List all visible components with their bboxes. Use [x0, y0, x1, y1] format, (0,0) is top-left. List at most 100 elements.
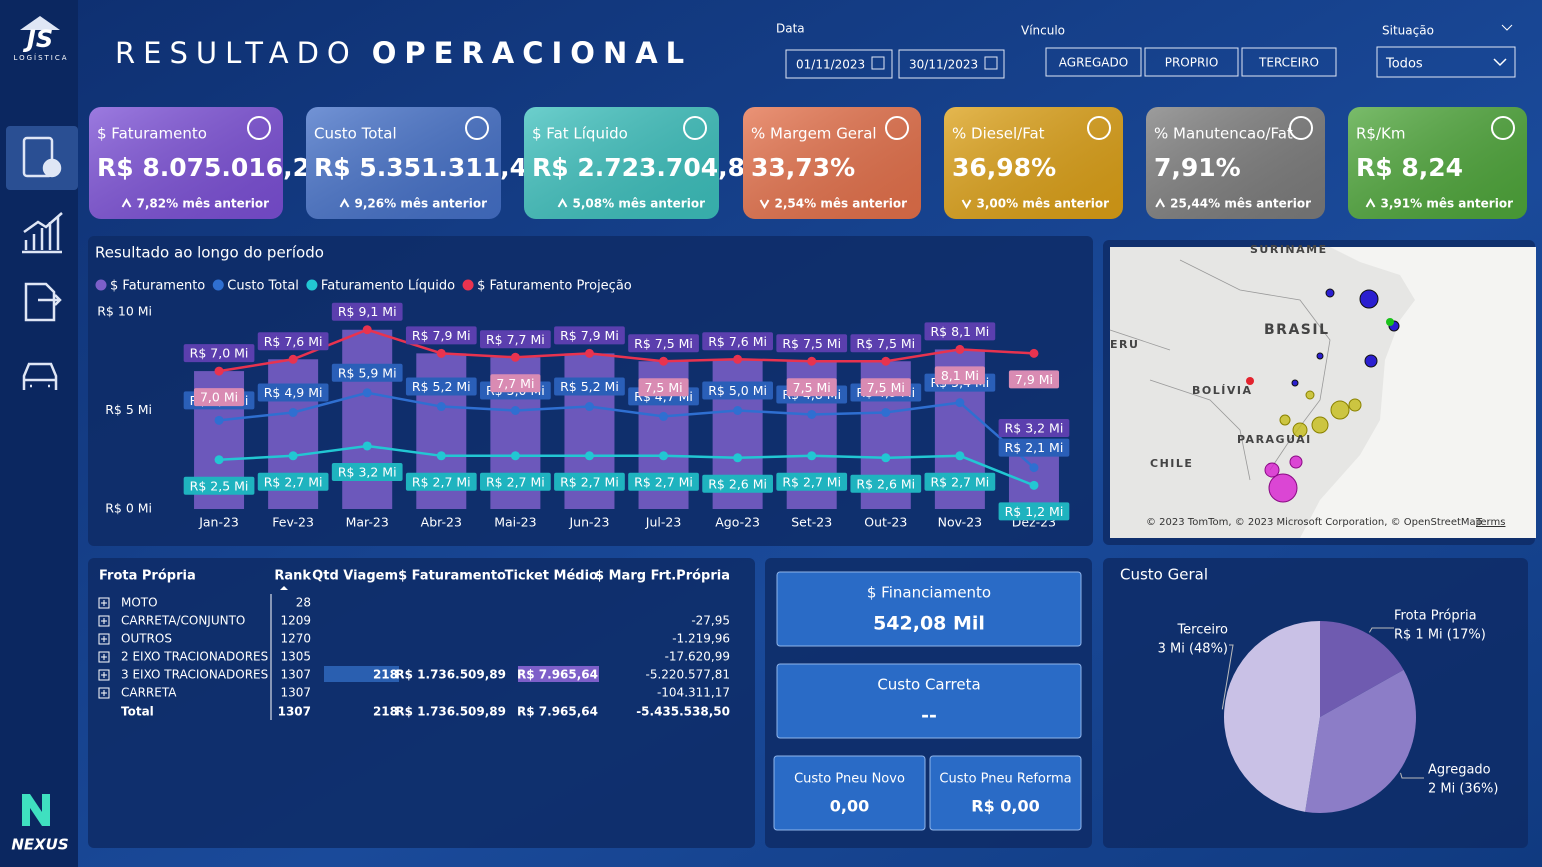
expand-plus [101, 654, 107, 660]
table-row-label: OUTROS [121, 632, 172, 646]
y-tick-label: R$ 0 Mi [105, 501, 152, 516]
legend-dot [95, 279, 107, 291]
situacao-select[interactable] [1376, 46, 1516, 78]
line-point [881, 356, 891, 366]
data-label-box [776, 334, 848, 353]
kpi-trend [1365, 197, 1376, 208]
map-terms[interactable]: Terms [1475, 517, 1505, 528]
kpi-change: 2,54% mês anterior [775, 197, 908, 211]
line [218, 328, 1035, 373]
data-label: R$ 5,2 Mi [412, 379, 471, 394]
legend-label: Custo Total [227, 279, 299, 294]
kpi-trend [759, 199, 770, 210]
table-row-label: CARRETA [121, 686, 177, 700]
data-label: R$ 7,9 Mi [560, 328, 619, 343]
line-point [955, 398, 965, 408]
pie-slice [1224, 621, 1320, 812]
kpi-value: R$ 5.351.311,41 [314, 153, 544, 182]
legend-dot [306, 279, 318, 291]
expand-icon[interactable] [98, 597, 110, 609]
table-cell: 1307 [280, 686, 311, 700]
kpi-icon [247, 116, 271, 140]
kpi-change: 3,91% mês anterior [1381, 197, 1514, 211]
data-label: 7,9 Mi [1015, 372, 1053, 387]
data-label-box [183, 476, 255, 495]
table-cell: 1209 [280, 614, 311, 628]
data-label: R$ 7,5 Mi [634, 336, 693, 351]
filter-button[interactable] [1241, 47, 1337, 77]
table-cell: -104.311,17 [657, 686, 730, 700]
expand-plus [101, 690, 107, 696]
filter-label: Vínculo [1021, 24, 1065, 38]
filter-button-label[interactable]: PROPRIO [1165, 56, 1219, 70]
nav-report[interactable] [22, 136, 54, 178]
kpi-title: $ Faturamento [97, 125, 207, 143]
line-point [362, 388, 372, 398]
data-label: R$ 2,7 Mi [634, 474, 693, 489]
map-label: ERU [1110, 338, 1139, 351]
leader-line [1400, 772, 1424, 779]
x-tick-label: Fev-23 [272, 515, 314, 530]
select-arrow[interactable] [1493, 58, 1507, 67]
filter-button-label[interactable]: TERCEIRO [1258, 56, 1319, 70]
nav-chart[interactable] [22, 212, 63, 254]
data-label: R$ 1,2 Mi [1005, 504, 1064, 519]
table-cell: 218 [373, 668, 398, 682]
expand-icon[interactable] [98, 633, 110, 645]
logo-subtitle: LOGÍSTICA [13, 53, 68, 62]
date-start-box[interactable] [785, 49, 893, 79]
nav-vehicle[interactable] [22, 362, 58, 390]
kpi-value: R$ 2.723.704,83 [532, 153, 762, 182]
line-point [881, 453, 891, 463]
map-label: CHILE [1150, 457, 1193, 470]
table-cell: 28 [296, 596, 311, 610]
line-point [733, 453, 743, 463]
date-start[interactable]: 01/11/2023 [796, 58, 865, 72]
data-label-box [628, 334, 699, 353]
table-cell: R$ 1.736.509,89 [395, 668, 506, 682]
line-point [584, 402, 594, 412]
sort-arrow [280, 586, 288, 590]
data-label: R$ 7,9 Mi [412, 328, 471, 343]
data-label: 8,1 Mi [941, 368, 979, 383]
expand-icon[interactable] [98, 651, 110, 663]
line-point [436, 451, 446, 461]
data-label-box [702, 381, 773, 400]
legend-dot [212, 279, 224, 291]
line-point [659, 411, 669, 421]
kpi-icon [465, 116, 489, 140]
date-end[interactable]: 30/11/2023 [909, 58, 978, 72]
filter-button[interactable] [1045, 47, 1142, 77]
table-header: $ Marg Frt.Própria [595, 569, 730, 584]
kpi-gloss [1146, 107, 1325, 219]
situacao-value[interactable]: Todos [1385, 57, 1423, 72]
data-label-box [331, 302, 403, 321]
data-label: R$ 7,5 Mi [782, 336, 841, 351]
expand-icon[interactable] [98, 615, 110, 627]
pie-label: Agregado [1428, 763, 1491, 778]
table-header: Rank [274, 569, 311, 584]
filter-label: Situação [1382, 24, 1434, 38]
expand-plus [101, 672, 107, 678]
kpi-title: % Margem Geral [751, 125, 877, 143]
line-point [288, 354, 298, 364]
filter-button-label[interactable]: AGREGADO [1059, 56, 1128, 70]
line-point [1029, 348, 1039, 358]
filter-button[interactable] [1144, 47, 1239, 77]
metric-value: R$ 0,00 [971, 797, 1040, 816]
nav-selected[interactable] [6, 126, 78, 190]
chevron[interactable] [1501, 24, 1513, 31]
kpi-trend [339, 197, 350, 208]
data-label: 7,5 Mi [644, 380, 682, 395]
line-point [807, 356, 817, 366]
calendar-icons [871, 56, 998, 70]
date-end-box[interactable] [898, 49, 1005, 79]
line-point [510, 352, 520, 362]
pie-value-label: R$ 1 Mi (17%) [1394, 628, 1486, 643]
table-header: Qtd Viagem [312, 569, 398, 584]
expand-icon[interactable] [98, 669, 110, 681]
nav-transfer[interactable] [24, 282, 62, 322]
data-label: R$ 7,7 Mi [486, 332, 545, 347]
expand-icon[interactable] [98, 687, 110, 699]
kpi-trend [121, 197, 132, 208]
